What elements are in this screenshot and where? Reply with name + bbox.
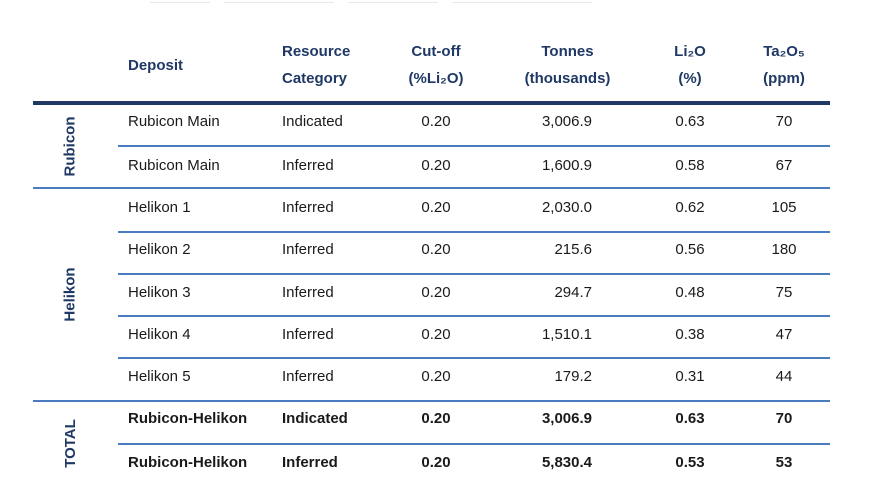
cell-tonnes: 179.2	[554, 368, 592, 385]
cell-li2o: 0.38	[675, 326, 705, 343]
cell-tonnes: 3,006.9	[541, 113, 592, 130]
cell-deposit: Rubicon-Helikon	[128, 454, 248, 471]
cell-cutoff: 0.20	[421, 241, 451, 258]
cell-ta2o5: 70	[775, 410, 793, 427]
table-row-total: Rubicon-Helikon Indicated 0.20 3,006.9 0…	[0, 398, 881, 440]
cell-tonnes: 294.7	[554, 284, 592, 301]
cell-cutoff: 0.20	[421, 113, 451, 130]
cell-category: Inferred	[282, 326, 334, 343]
cell-li2o: 0.63	[675, 410, 705, 427]
cell-category: Inferred	[282, 157, 334, 174]
header-resource-category-line2: Category	[282, 70, 348, 87]
cell-cutoff: 0.20	[421, 284, 451, 301]
cell-cutoff: 0.20	[421, 326, 451, 343]
cell-cutoff: 0.20	[421, 454, 451, 471]
table-row-total: Rubicon-Helikon Inferred 0.20 5,830.4 0.…	[0, 442, 881, 484]
header-deposit: Deposit	[128, 57, 184, 74]
group-divider	[33, 187, 830, 189]
cell-category: Indicated	[282, 410, 348, 427]
cell-li2o: 0.53	[675, 454, 705, 471]
table-row: Rubicon Main Inferred 0.20 1,600.9 0.58 …	[0, 145, 881, 187]
header-ta2o5-line2: (ppm)	[763, 70, 805, 87]
header-resource-category-line1: Resource	[282, 43, 351, 60]
header-divider	[33, 101, 830, 105]
group-divider	[33, 400, 830, 402]
header-cutoff-line1: Cut-off	[411, 43, 461, 60]
top-clipped-text	[150, 0, 750, 3]
row-divider	[118, 273, 830, 275]
header-tonnes-line2: (thousands)	[524, 70, 611, 87]
cell-deposit: Rubicon-Helikon	[128, 410, 248, 427]
table-row: Helikon 4 Inferred 0.20 1,510.1 0.38 47	[0, 314, 881, 356]
cell-category: Inferred	[282, 368, 334, 385]
header-li2o: Li₂O (%)	[660, 38, 720, 92]
table-row: Rubicon Main Indicated 0.20 3,006.9 0.63…	[0, 101, 881, 143]
cell-tonnes: 215.6	[554, 241, 592, 258]
cell-tonnes: 2,030.0	[541, 199, 592, 216]
cell-ta2o5: 180	[771, 241, 797, 258]
cell-ta2o5: 53	[775, 454, 793, 471]
table-row: Helikon 5 Inferred 0.20 179.2 0.31 44	[0, 356, 881, 398]
cell-tonnes: 1,600.9	[541, 157, 592, 174]
cell-cutoff: 0.20	[421, 157, 451, 174]
cell-tonnes: 3,006.9	[541, 410, 592, 427]
cell-li2o: 0.31	[675, 368, 705, 385]
header-resource-category: Resource Category	[282, 38, 350, 92]
cell-deposit: Rubicon Main	[128, 157, 220, 174]
cell-category: Inferred	[282, 199, 334, 216]
cell-deposit: Helikon 2	[128, 241, 191, 258]
cell-category: Inferred	[282, 241, 334, 258]
cell-deposit: Helikon 4	[128, 326, 191, 343]
header-li2o-line1: Li₂O	[674, 43, 706, 60]
table-row: Helikon 1 Inferred 0.20 2,030.0 0.62 105	[0, 187, 881, 229]
row-divider	[118, 231, 830, 233]
cell-ta2o5: 105	[771, 199, 797, 216]
cell-li2o: 0.48	[675, 284, 705, 301]
header-cutoff: Cut-off (%Li₂O)	[395, 38, 477, 92]
table-row: Helikon 2 Inferred 0.20 215.6 0.56 180	[0, 229, 881, 271]
row-divider	[118, 443, 830, 445]
row-divider	[118, 145, 830, 147]
cell-li2o: 0.63	[675, 113, 705, 130]
header-ta2o5: Ta₂O₅ (ppm)	[754, 38, 814, 92]
cell-deposit: Helikon 5	[128, 368, 191, 385]
cell-cutoff: 0.20	[421, 368, 451, 385]
cell-cutoff: 0.20	[421, 199, 451, 216]
cell-tonnes: 1,510.1	[541, 326, 592, 343]
cell-ta2o5: 70	[775, 113, 793, 130]
header-ta2o5-line1: Ta₂O₅	[763, 43, 805, 60]
cell-ta2o5: 44	[775, 368, 793, 385]
cell-ta2o5: 67	[775, 157, 793, 174]
cell-deposit: Rubicon Main	[128, 113, 220, 130]
cell-li2o: 0.58	[675, 157, 705, 174]
cell-tonnes: 5,830.4	[541, 454, 592, 471]
cell-deposit: Helikon 1	[128, 199, 191, 216]
cell-cutoff: 0.20	[421, 410, 451, 427]
header-tonnes: Tonnes (thousands)	[510, 38, 625, 92]
row-divider	[118, 315, 830, 317]
cell-deposit: Helikon 3	[128, 284, 191, 301]
cell-li2o: 0.56	[675, 241, 705, 258]
row-divider	[118, 357, 830, 359]
cell-category: Inferred	[282, 454, 338, 471]
header-cutoff-line2: (%Li₂O)	[408, 70, 464, 87]
cell-ta2o5: 47	[775, 326, 793, 343]
cell-li2o: 0.62	[675, 199, 705, 216]
header-tonnes-line1: Tonnes	[541, 43, 594, 60]
cell-ta2o5: 75	[775, 284, 793, 301]
header-li2o-line2: (%)	[678, 70, 702, 87]
table-row: Helikon 3 Inferred 0.20 294.7 0.48 75	[0, 272, 881, 314]
cell-category: Indicated	[282, 113, 343, 130]
cell-category: Inferred	[282, 284, 334, 301]
